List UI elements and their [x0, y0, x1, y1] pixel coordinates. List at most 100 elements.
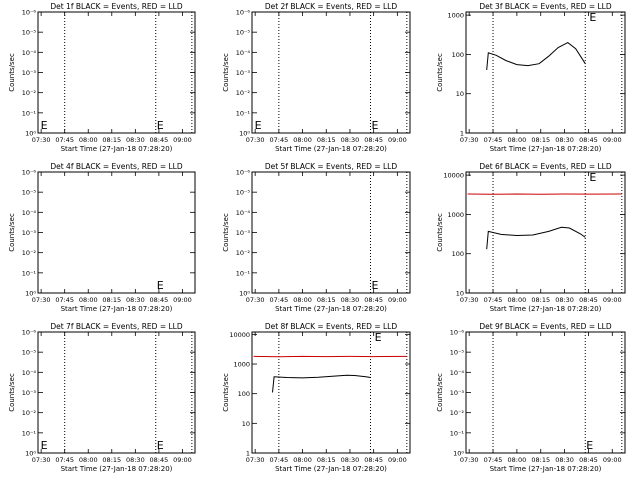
y-tick-label: 10⁻⁶	[236, 9, 251, 17]
detector-panel: Det 1f BLACK = Events, RED = LLD 07:30 07:…	[8, 2, 196, 153]
plot-frame	[251, 11, 411, 134]
y-tick-label: 10⁻⁴	[236, 49, 251, 57]
x-tick-label: 09:00	[388, 456, 407, 464]
x-tick-label: 08:30	[341, 456, 360, 464]
y-tick-label: 10⁰	[25, 450, 36, 458]
y-tick-label: 10⁻⁶	[22, 169, 37, 177]
x-tick-label: 09:00	[603, 136, 622, 144]
x-tick-label: 08:15	[102, 456, 121, 464]
x-tick-label: 08:15	[102, 136, 121, 144]
y-tick-label: 10⁻³	[22, 69, 37, 77]
y-tick-label: 1000	[447, 211, 464, 219]
x-axis-label: Start Time (27-Jan-18 07:28:20)	[275, 145, 387, 153]
y-tick-label: 10⁻¹	[236, 109, 251, 117]
y-tick-label: 10⁻²	[236, 249, 251, 257]
event-marker: E	[157, 279, 164, 292]
y-tick-label: 10⁰	[239, 290, 250, 298]
panel-title: Det 7f BLACK = Events, RED = LLD	[50, 322, 183, 331]
x-axis-label: Start Time (27-Jan-18 07:28:20)	[490, 305, 602, 313]
y-tick-label: 10⁻¹	[450, 429, 465, 437]
x-tick-label: 08:00	[508, 456, 527, 464]
y-tick-label: 10⁻⁶	[236, 169, 251, 177]
plot-frame	[37, 11, 196, 134]
events-series-line	[272, 374, 371, 393]
y-tick-label: 10⁻⁶	[22, 329, 37, 337]
x-tick-label: 09:00	[603, 456, 622, 464]
detector-panel: Det 3f BLACK = Events, RED = LLD 07:30 07:…	[436, 2, 626, 153]
x-tick-label: 08:30	[555, 456, 574, 464]
event-marker: E	[255, 119, 262, 132]
y-tick-label: 10	[242, 420, 250, 428]
panel-title: Det 6f BLACK = Events, RED = LLD	[479, 162, 612, 171]
x-tick-label: 08:30	[341, 296, 360, 304]
y-axis-label: Counts/sec	[8, 53, 16, 92]
x-axis-label: Start Time (27-Jan-18 07:28:20)	[275, 465, 387, 473]
y-axis-label: Counts/sec	[8, 213, 16, 252]
y-tick-label: 10⁻⁵	[22, 29, 37, 37]
y-tick-label: 10	[456, 290, 464, 298]
event-marker: E	[375, 331, 382, 344]
event-marker: E	[589, 11, 596, 24]
plot-frame	[251, 331, 411, 454]
y-tick-label: 10⁻⁶	[22, 9, 37, 17]
y-axis-label: Counts/sec	[436, 53, 444, 92]
x-tick-label: 08:45	[579, 296, 598, 304]
y-axis-label: Counts/sec	[436, 373, 444, 412]
y-tick-label: 10⁻⁴	[450, 369, 465, 377]
y-tick-label: 10000	[229, 331, 250, 339]
y-tick-label: 10⁻³	[450, 389, 465, 397]
panel-title: Det 1f BLACK = Events, RED = LLD	[50, 2, 183, 11]
x-tick-label: 09:00	[603, 296, 622, 304]
y-tick-label: 10⁻⁵	[22, 349, 37, 357]
x-tick-label: 08:00	[293, 456, 312, 464]
event-marker: E	[157, 439, 164, 452]
y-tick-label: 1	[460, 130, 464, 138]
x-tick-label: 08:45	[150, 136, 169, 144]
y-tick-label: 10⁻³	[236, 69, 251, 77]
x-axis-label: Start Time (27-Jan-18 07:28:20)	[61, 465, 173, 473]
plot-frame	[37, 331, 196, 454]
x-tick-label: 07:45	[269, 456, 288, 464]
x-tick-label: 09:00	[388, 136, 407, 144]
event-marker: E	[41, 439, 48, 452]
x-tick-label: 08:00	[79, 296, 98, 304]
x-tick-label: 07:45	[55, 456, 74, 464]
x-tick-label: 07:30	[460, 296, 479, 304]
y-tick-label: 10⁻⁵	[22, 189, 37, 197]
y-tick-label: 10⁻²	[22, 249, 37, 257]
event-marker: E	[372, 119, 379, 132]
x-tick-label: 08:00	[293, 136, 312, 144]
x-tick-label: 07:30	[32, 456, 51, 464]
y-tick-label: 10⁻⁵	[236, 189, 251, 197]
x-tick-label: 09:00	[173, 456, 192, 464]
x-tick-label: 08:00	[79, 456, 98, 464]
y-tick-label: 100	[452, 250, 464, 258]
panel-title: Det 9f BLACK = Events, RED = LLD	[479, 322, 612, 331]
plot-frame	[465, 331, 626, 454]
y-tick-label: 10⁰	[25, 130, 36, 138]
x-tick-label: 07:45	[484, 456, 503, 464]
x-tick-label: 07:45	[55, 296, 74, 304]
x-axis-label: Start Time (27-Jan-18 07:28:20)	[490, 145, 602, 153]
x-tick-label: 07:30	[32, 136, 51, 144]
panel-title: Det 2f BLACK = Events, RED = LLD	[265, 2, 398, 11]
y-tick-label: 10⁻¹	[22, 429, 37, 437]
x-axis-label: Start Time (27-Jan-18 07:28:20)	[61, 145, 173, 153]
plot-frame	[465, 171, 626, 294]
x-tick-label: 08:45	[150, 296, 169, 304]
y-tick-label: 10⁻¹	[22, 269, 37, 277]
y-tick-label: 10⁻²	[236, 89, 251, 97]
x-tick-label: 07:45	[484, 296, 503, 304]
y-axis-label: Counts/sec	[222, 213, 230, 252]
y-tick-label: 1000	[233, 361, 250, 369]
x-tick-label: 08:00	[508, 296, 527, 304]
x-axis-label: Start Time (27-Jan-18 07:28:20)	[275, 305, 387, 313]
y-tick-label: 10⁻⁶	[450, 329, 465, 337]
y-axis-label: Counts/sec	[436, 213, 444, 252]
x-tick-label: 08:15	[531, 136, 550, 144]
y-tick-label: 10000	[443, 172, 464, 180]
y-axis-label: Counts/sec	[8, 373, 16, 412]
panel-title: Det 4f BLACK = Events, RED = LLD	[50, 162, 183, 171]
y-tick-label: 1	[246, 450, 250, 458]
y-tick-label: 10⁰	[25, 290, 36, 298]
